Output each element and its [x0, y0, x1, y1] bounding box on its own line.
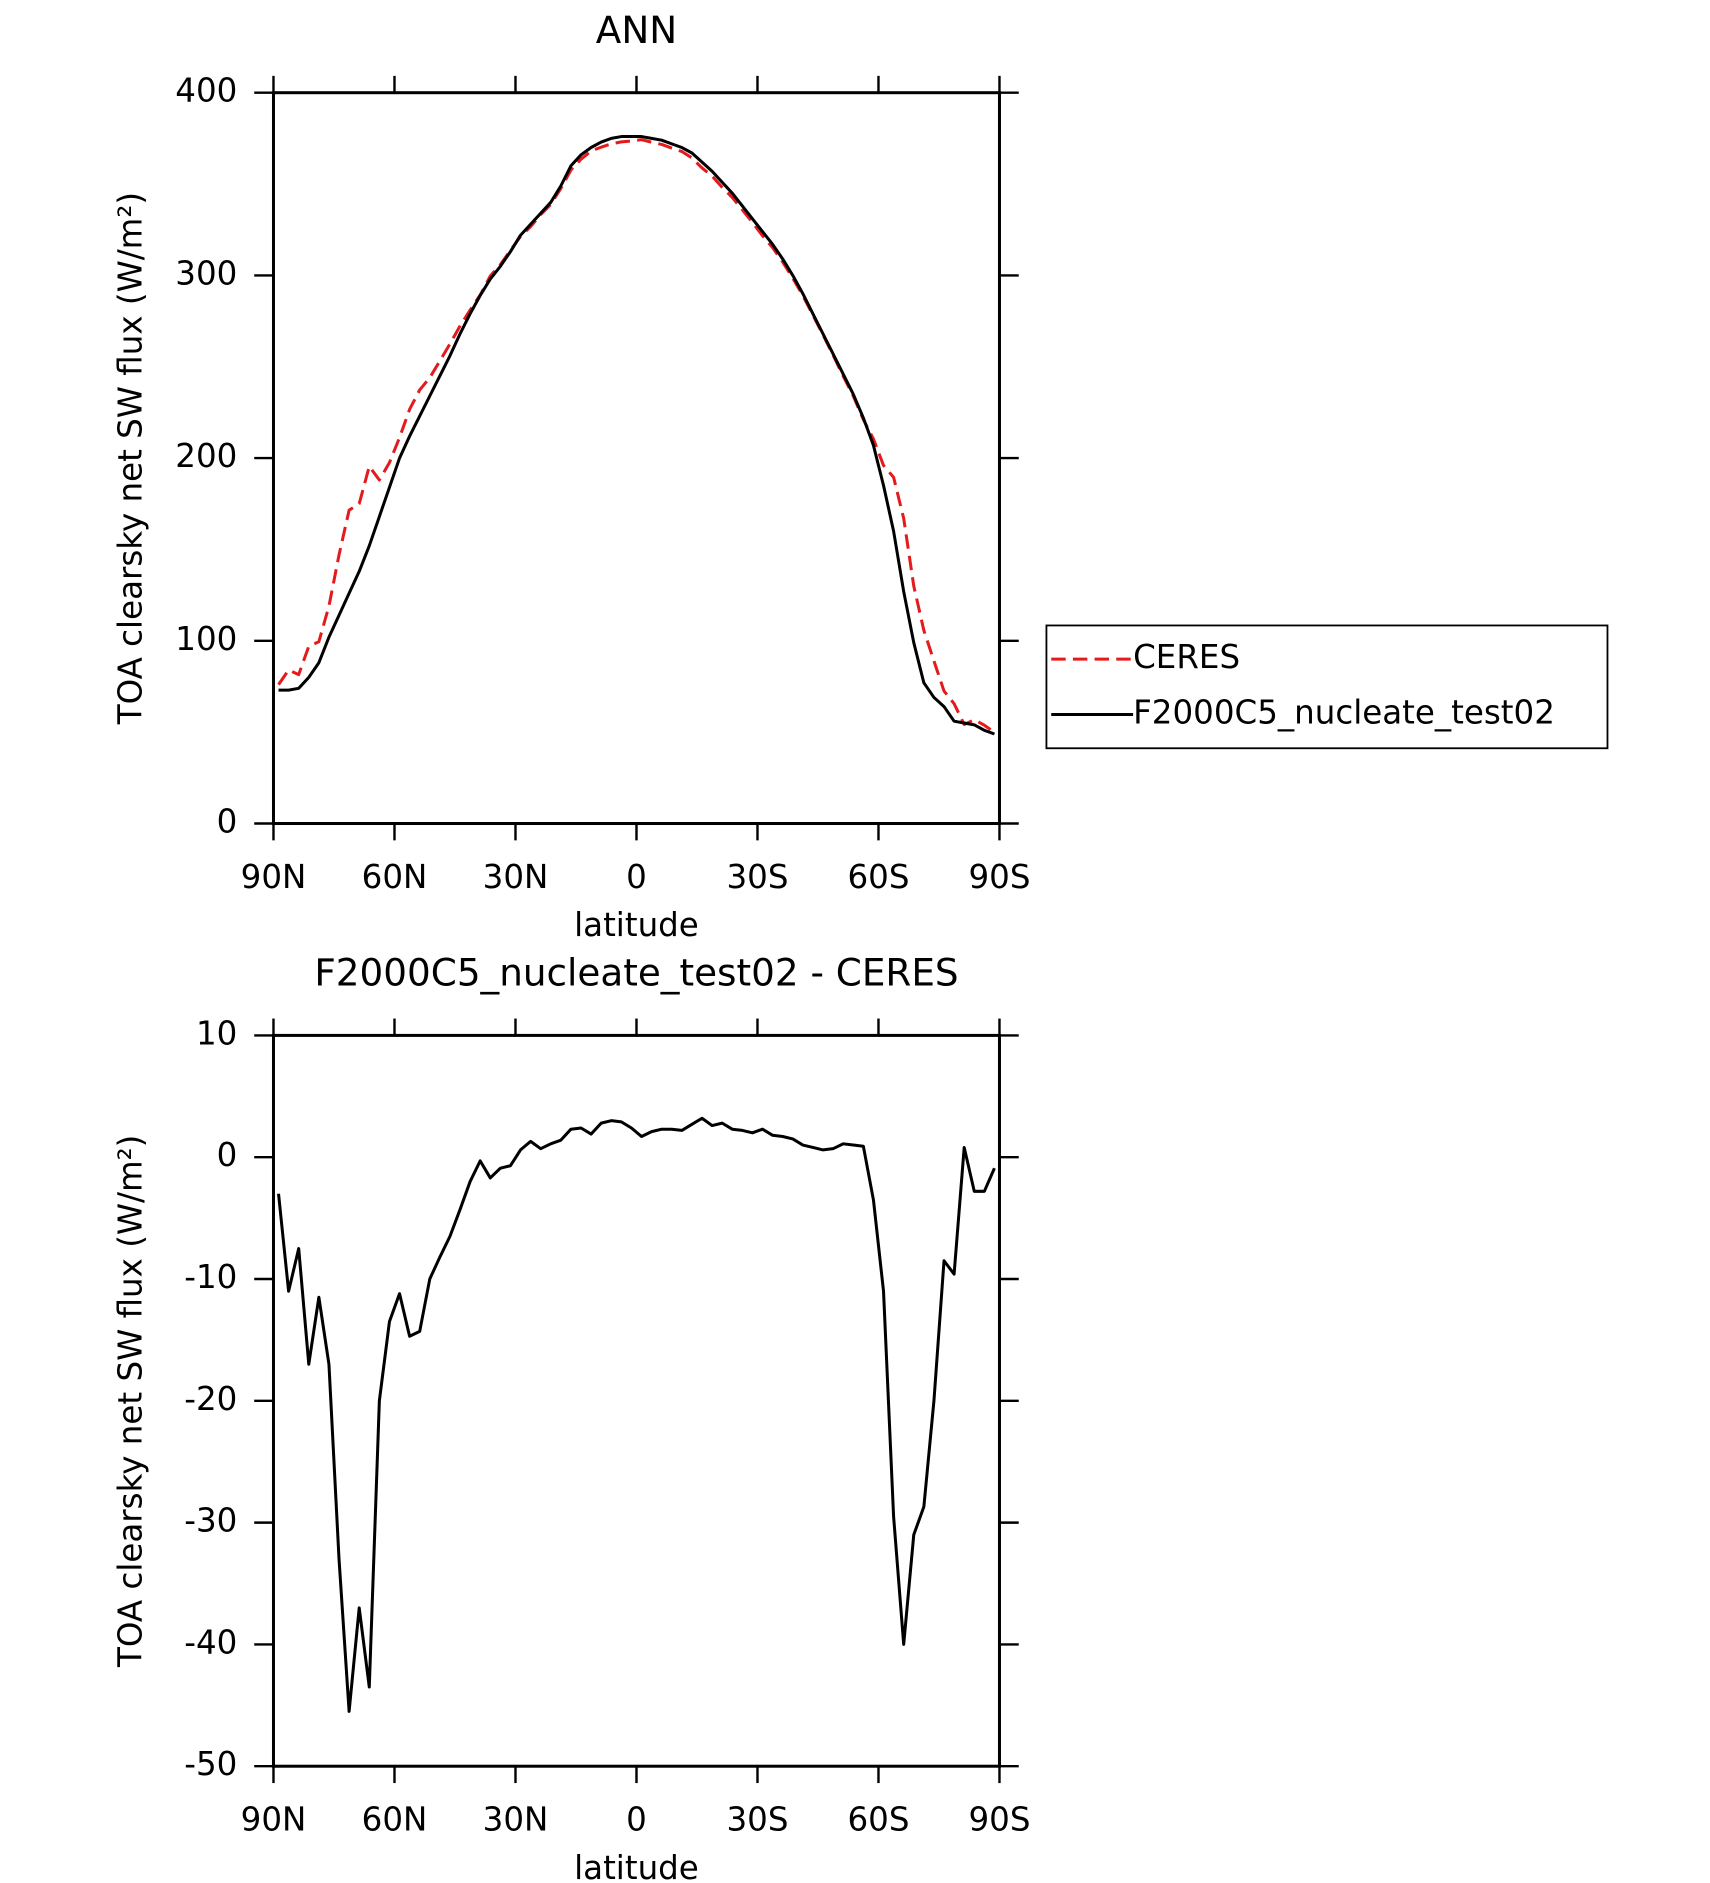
y-tick-label: -10 — [184, 1258, 237, 1296]
series-line — [278, 135, 995, 736]
x-tick-label: 30S — [726, 858, 788, 896]
y-tick-label: 100 — [175, 620, 237, 658]
x-tick-label: 90S — [968, 858, 1030, 896]
y-tick-label: -50 — [184, 1745, 237, 1783]
legend-label: CERES — [1133, 638, 1240, 676]
x-axis-label: latitude — [574, 1849, 699, 1883]
x-tick-label: 30N — [483, 858, 549, 896]
plot-frame — [271, 1033, 1001, 1768]
x-tick-label: 30N — [483, 1801, 549, 1839]
x-axis-label: latitude — [574, 906, 699, 944]
plot-frame — [271, 91, 1001, 826]
legend-label: F2000C5_nucleate_test02 — [1133, 694, 1555, 732]
x-tick-label: 30S — [726, 1801, 788, 1839]
x-tick-label: 90S — [968, 1801, 1030, 1839]
y-tick-label: 0 — [217, 1136, 238, 1174]
chart-title: ANN — [596, 8, 677, 52]
x-tick-label: 0 — [626, 858, 647, 896]
series-line — [277, 138, 996, 734]
y-tick-label: -40 — [184, 1623, 237, 1661]
legend: CERES F2000C5_nucleate_test02 — [1045, 624, 1609, 750]
y-tick-label: 400 — [175, 72, 237, 110]
series-line — [277, 1116, 996, 1713]
x-tick-label: 0 — [626, 1801, 647, 1839]
y-tick-label: 200 — [175, 437, 237, 475]
legend-box — [1045, 624, 1609, 750]
chart-title: F2000C5_nucleate_test02 - CERES — [314, 951, 958, 995]
y-tick-label: -20 — [184, 1380, 237, 1418]
x-tick-label: 60N — [362, 858, 428, 896]
y-tick-label: -30 — [184, 1502, 237, 1540]
x-tick-label: 90N — [241, 858, 307, 896]
x-tick-label: 60S — [847, 858, 909, 896]
y-tick-label: 0 — [217, 803, 238, 841]
y-tick-label: 300 — [175, 254, 237, 292]
x-tick-label: 90N — [241, 1801, 307, 1839]
x-tick-label: 60N — [362, 1801, 428, 1839]
y-axis-label: TOA clearsky net SW flux (W/m²) — [112, 192, 150, 725]
x-tick-label: 60S — [847, 1801, 909, 1839]
y-tick-label: 10 — [196, 1014, 237, 1052]
y-axis-label: TOA clearsky net SW flux (W/m²) — [112, 1135, 150, 1668]
